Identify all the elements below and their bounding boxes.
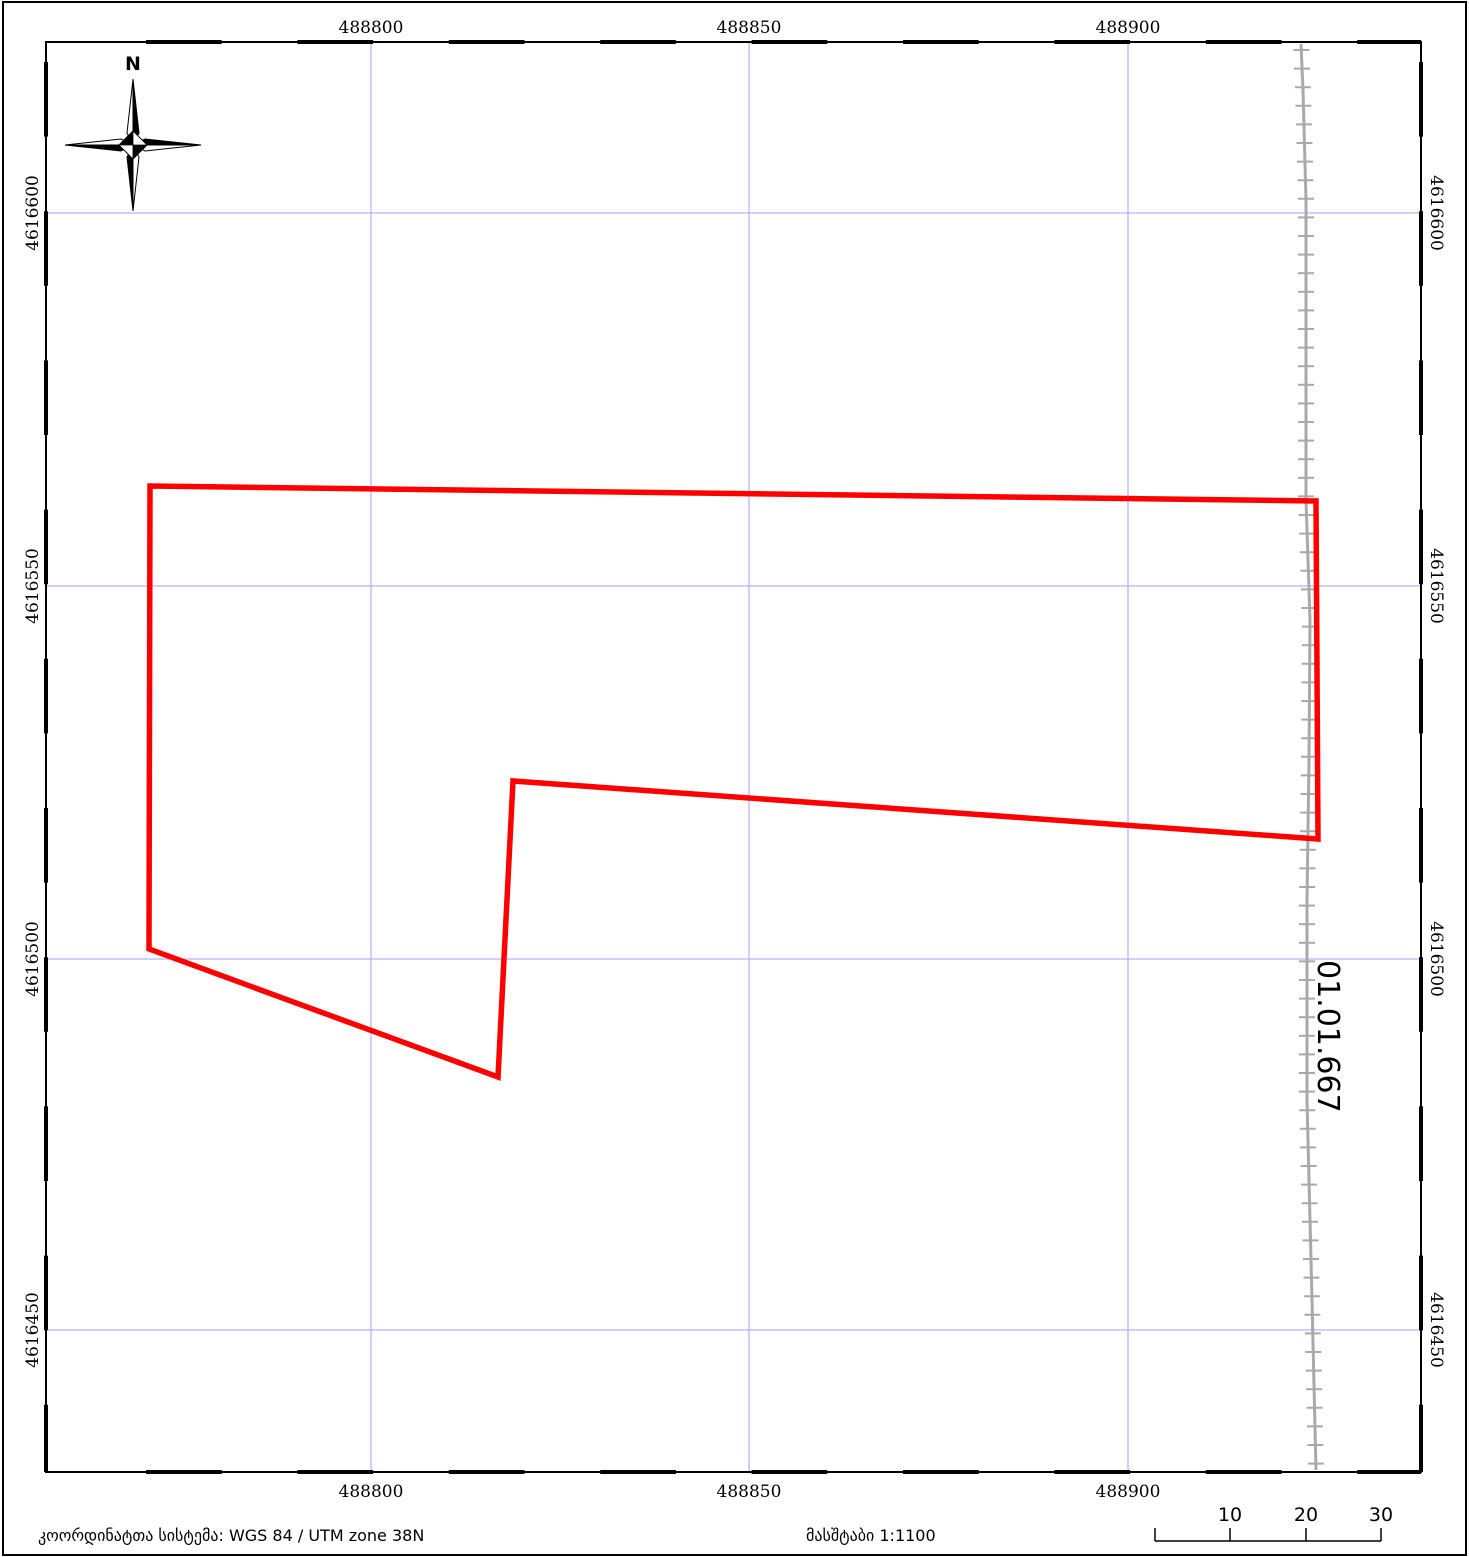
right-y-label-4616450: 4616450: [1426, 1292, 1446, 1368]
railway-line: [1293, 43, 1324, 1471]
north-label: N: [125, 53, 141, 75]
north-arrow-icon: [64, 78, 202, 212]
right-y-label-4616550: 4616550: [1426, 548, 1446, 624]
left-y-label-4616500: 4616500: [23, 921, 43, 997]
crs-caption: კოორდინატთა სისტემა: WGS 84 / UTM zone 3…: [38, 1526, 424, 1545]
scale-bar-label-30: 30: [1369, 1504, 1393, 1526]
bottom-x-label-488900: 488900: [1096, 1482, 1161, 1502]
top-x-label-488900: 488900: [1096, 18, 1161, 38]
bottom-x-label-488850: 488850: [717, 1482, 782, 1502]
right-y-label-4616600: 4616600: [1426, 175, 1446, 251]
bottom-x-label-488800: 488800: [339, 1482, 404, 1502]
scale-bar: [1154, 1528, 1382, 1542]
top-x-label-488850: 488850: [717, 18, 782, 38]
coordinate-grid: [46, 42, 1421, 1472]
left-y-label-4616600: 4616600: [23, 175, 43, 251]
map-frame: [45, 41, 1422, 1473]
scale-bar-label-20: 20: [1294, 1504, 1318, 1526]
scale-caption: მასშტაბი 1:1100: [806, 1526, 936, 1545]
top-x-label-488800: 488800: [339, 18, 404, 38]
scale-bar-label-10: 10: [1218, 1504, 1242, 1526]
parcel-label: 01.01.667: [1310, 960, 1345, 1113]
frame-graduation: [44, 40, 1423, 1474]
left-y-label-4616450: 4616450: [23, 1292, 43, 1368]
left-y-label-4616550: 4616550: [23, 548, 43, 624]
right-y-label-4616500: 4616500: [1426, 921, 1446, 997]
parcel-boundary[interactable]: [146, 483, 1321, 1081]
